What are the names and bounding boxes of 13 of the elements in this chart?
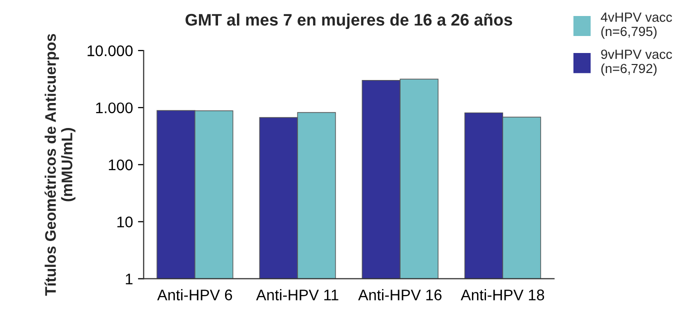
y-tick-label: 1.000 [96,102,133,114]
legend-label: 4vHPV vacc (n=6,795) [600,12,672,39]
y-tick-label: 10.000 [88,45,133,56]
x-tick-label: Anti-HPV 11 [256,289,338,300]
y-axis-title: Títulos Geométricos de Anticuerpos (mMU/mL) [44,34,76,296]
legend-label: 9vHPV vacc (n=6,792) [601,50,672,76]
y-tick-label: 10 [117,216,133,228]
chart-title: GMT al mes 7 en mujeres de 16 a 26 años [186,13,512,29]
x-tick-label: Anti-HPV 18 [460,289,544,300]
x-tick-label: Anti-HPV 16 [358,289,442,300]
y-tick-label: 100 [108,160,133,170]
x-tick-label: Anti-HPV 6 [157,289,232,300]
y-tick-label: 1 [126,274,132,284]
